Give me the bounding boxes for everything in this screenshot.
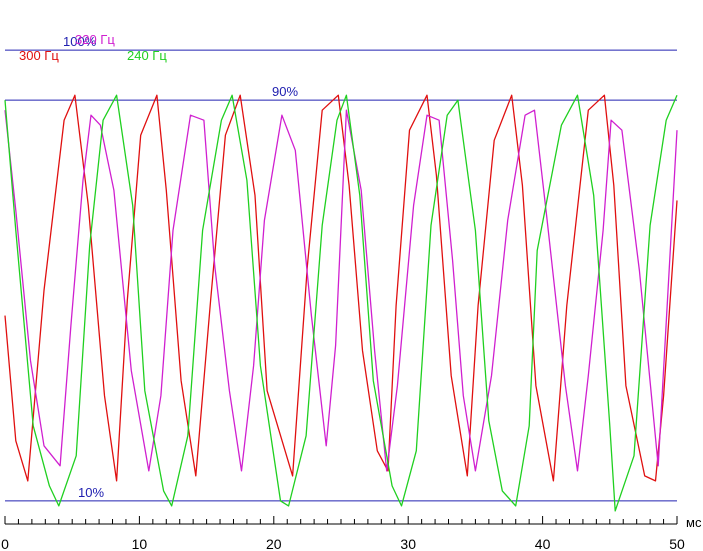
legend-label-1: 300 Гц	[19, 48, 59, 63]
x-tick-label: 50	[669, 536, 685, 551]
x-tick-label: 10	[132, 536, 148, 551]
x-axis: 0 10 20 30 40 50	[1, 516, 685, 551]
legend-label-3: 240 Гц	[127, 48, 167, 63]
reference-label-90pct: 90%	[272, 84, 298, 99]
series-lines	[4, 94, 678, 512]
series-line-3	[4, 94, 678, 512]
legend-label-2: 320 Гц	[75, 32, 115, 47]
legend-labels: 300 Гц 320 Гц 240 Гц	[19, 32, 167, 63]
x-tick-label: 40	[535, 536, 551, 551]
reference-label-10pct: 10%	[78, 485, 104, 500]
reference-lines: 100% 90% 10%	[5, 34, 677, 502]
reference-label-100pct: 100%	[63, 34, 97, 49]
series-line-1	[4, 94, 678, 482]
series-line-2	[4, 109, 678, 472]
x-axis-unit-label: мс	[686, 515, 702, 530]
x-tick-label: 0	[1, 536, 9, 551]
x-tick-label: 20	[266, 536, 282, 551]
x-tick-label: 30	[400, 536, 416, 551]
